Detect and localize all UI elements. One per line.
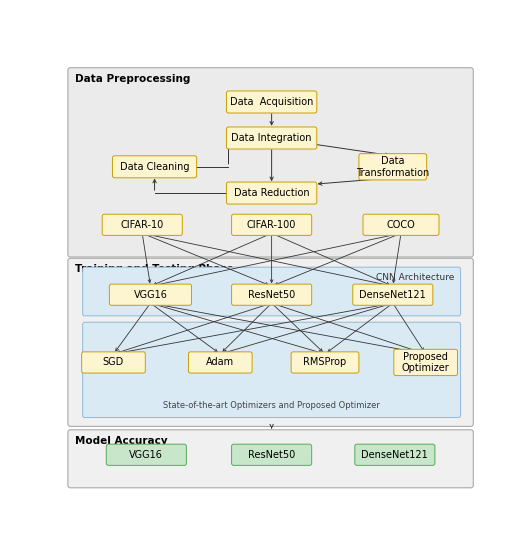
Text: Data Preprocessing: Data Preprocessing xyxy=(75,74,191,84)
FancyBboxPatch shape xyxy=(102,214,182,235)
Text: ResNet50: ResNet50 xyxy=(248,450,295,460)
FancyBboxPatch shape xyxy=(232,214,312,235)
FancyBboxPatch shape xyxy=(363,214,439,235)
Text: Proposed
Optimizer: Proposed Optimizer xyxy=(402,351,449,373)
Text: COCO: COCO xyxy=(387,220,416,230)
FancyBboxPatch shape xyxy=(226,127,317,149)
FancyBboxPatch shape xyxy=(353,284,433,305)
FancyBboxPatch shape xyxy=(189,352,252,373)
Text: Data  Acquisition: Data Acquisition xyxy=(230,97,313,107)
FancyBboxPatch shape xyxy=(82,352,145,373)
FancyBboxPatch shape xyxy=(226,91,317,113)
Text: ResNet50: ResNet50 xyxy=(248,290,295,300)
FancyBboxPatch shape xyxy=(83,322,461,417)
FancyBboxPatch shape xyxy=(355,444,435,465)
Text: Data Integration: Data Integration xyxy=(232,133,312,143)
Text: SGD: SGD xyxy=(103,358,124,367)
Text: DenseNet121: DenseNet121 xyxy=(359,290,426,300)
FancyBboxPatch shape xyxy=(68,258,473,426)
Text: Adam: Adam xyxy=(206,358,234,367)
FancyBboxPatch shape xyxy=(68,430,473,488)
FancyBboxPatch shape xyxy=(291,352,359,373)
Text: Data
Transformation: Data Transformation xyxy=(356,156,429,178)
Text: Training and Testing Phase: Training and Testing Phase xyxy=(75,264,234,274)
Text: CIFAR-10: CIFAR-10 xyxy=(121,220,164,230)
FancyBboxPatch shape xyxy=(226,182,317,204)
Text: RMSProp: RMSProp xyxy=(303,358,347,367)
Text: State-of-the-art Optimizers and Proposed Optimizer: State-of-the-art Optimizers and Proposed… xyxy=(163,402,380,410)
Text: Model Accuracy: Model Accuracy xyxy=(75,436,168,446)
Text: VGG16: VGG16 xyxy=(134,290,167,300)
Text: VGG16: VGG16 xyxy=(129,450,163,460)
FancyBboxPatch shape xyxy=(109,284,191,305)
FancyBboxPatch shape xyxy=(232,444,312,465)
Text: Data Cleaning: Data Cleaning xyxy=(120,162,189,172)
Text: CNN Architecture: CNN Architecture xyxy=(376,273,454,282)
FancyBboxPatch shape xyxy=(112,156,197,178)
Text: CIFAR-100: CIFAR-100 xyxy=(247,220,296,230)
Text: DenseNet121: DenseNet121 xyxy=(361,450,428,460)
FancyBboxPatch shape xyxy=(68,68,473,257)
FancyBboxPatch shape xyxy=(83,267,461,316)
FancyBboxPatch shape xyxy=(359,153,427,180)
Text: Data Reduction: Data Reduction xyxy=(234,188,310,198)
FancyBboxPatch shape xyxy=(394,349,457,376)
FancyBboxPatch shape xyxy=(107,444,187,465)
FancyBboxPatch shape xyxy=(232,284,312,305)
